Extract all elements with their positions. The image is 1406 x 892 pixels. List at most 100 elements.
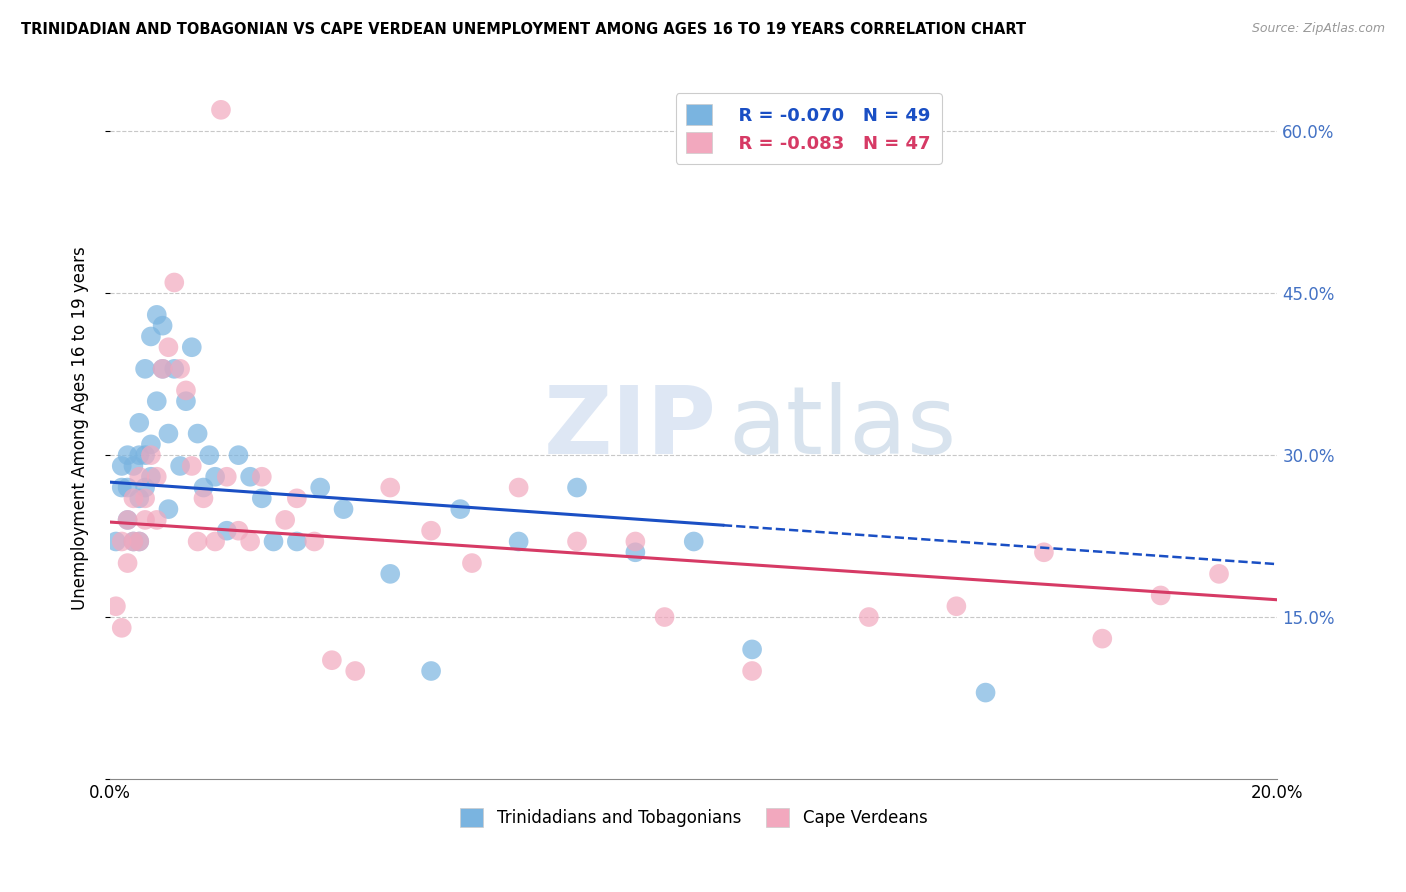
Point bbox=[180, 458, 202, 473]
Point bbox=[682, 534, 704, 549]
Point bbox=[250, 491, 273, 506]
Point bbox=[134, 513, 156, 527]
Point bbox=[565, 534, 588, 549]
Point bbox=[228, 524, 250, 538]
Point bbox=[344, 664, 367, 678]
Point bbox=[285, 534, 308, 549]
Point bbox=[157, 340, 180, 354]
Point bbox=[169, 361, 191, 376]
Point bbox=[974, 685, 997, 699]
Point bbox=[139, 448, 162, 462]
Point bbox=[420, 664, 443, 678]
Point bbox=[111, 458, 134, 473]
Point bbox=[250, 469, 273, 483]
Point bbox=[111, 621, 134, 635]
Point bbox=[163, 276, 186, 290]
Point bbox=[139, 329, 162, 343]
Point bbox=[157, 426, 180, 441]
Y-axis label: Unemployment Among Ages 16 to 19 years: Unemployment Among Ages 16 to 19 years bbox=[72, 246, 89, 610]
Point bbox=[122, 458, 145, 473]
Point bbox=[285, 491, 308, 506]
Point bbox=[193, 481, 215, 495]
Point bbox=[145, 394, 167, 409]
Point bbox=[1091, 632, 1114, 646]
Point bbox=[624, 545, 647, 559]
Point bbox=[104, 599, 127, 614]
Point bbox=[111, 534, 134, 549]
Point bbox=[128, 534, 150, 549]
Point bbox=[309, 481, 332, 495]
Point bbox=[128, 491, 150, 506]
Point bbox=[145, 308, 167, 322]
Point bbox=[198, 448, 221, 462]
Text: ZIP: ZIP bbox=[544, 382, 717, 475]
Point bbox=[654, 610, 676, 624]
Point bbox=[239, 469, 262, 483]
Point bbox=[508, 534, 530, 549]
Point bbox=[858, 610, 880, 624]
Point bbox=[152, 318, 174, 333]
Point bbox=[139, 437, 162, 451]
Point bbox=[128, 534, 150, 549]
Text: TRINIDADIAN AND TOBAGONIAN VS CAPE VERDEAN UNEMPLOYMENT AMONG AGES 16 TO 19 YEAR: TRINIDADIAN AND TOBAGONIAN VS CAPE VERDE… bbox=[21, 22, 1026, 37]
Point bbox=[117, 556, 139, 570]
Point bbox=[157, 502, 180, 516]
Point bbox=[1208, 566, 1230, 581]
Point bbox=[204, 469, 226, 483]
Point bbox=[624, 534, 647, 549]
Point bbox=[117, 481, 139, 495]
Point bbox=[209, 103, 232, 117]
Point bbox=[187, 426, 209, 441]
Point bbox=[263, 534, 285, 549]
Point bbox=[152, 361, 174, 376]
Point bbox=[228, 448, 250, 462]
Point bbox=[174, 384, 197, 398]
Point bbox=[152, 361, 174, 376]
Point bbox=[122, 534, 145, 549]
Point bbox=[461, 556, 484, 570]
Point bbox=[174, 394, 197, 409]
Point bbox=[741, 664, 763, 678]
Point bbox=[304, 534, 326, 549]
Point bbox=[128, 469, 150, 483]
Point bbox=[117, 448, 139, 462]
Point bbox=[274, 513, 297, 527]
Point bbox=[139, 469, 162, 483]
Text: atlas: atlas bbox=[728, 382, 957, 475]
Point bbox=[741, 642, 763, 657]
Point bbox=[134, 361, 156, 376]
Point bbox=[239, 534, 262, 549]
Point bbox=[169, 458, 191, 473]
Point bbox=[111, 481, 134, 495]
Text: Source: ZipAtlas.com: Source: ZipAtlas.com bbox=[1251, 22, 1385, 36]
Legend: Trinidadians and Tobagonians, Cape Verdeans: Trinidadians and Tobagonians, Cape Verde… bbox=[453, 801, 934, 834]
Point bbox=[122, 534, 145, 549]
Point bbox=[122, 491, 145, 506]
Point bbox=[117, 513, 139, 527]
Point bbox=[117, 513, 139, 527]
Point bbox=[187, 534, 209, 549]
Point bbox=[215, 524, 238, 538]
Point bbox=[420, 524, 443, 538]
Point bbox=[565, 481, 588, 495]
Point bbox=[193, 491, 215, 506]
Point bbox=[134, 448, 156, 462]
Point bbox=[128, 448, 150, 462]
Point bbox=[128, 416, 150, 430]
Point bbox=[145, 469, 167, 483]
Point bbox=[215, 469, 238, 483]
Point bbox=[380, 481, 402, 495]
Point bbox=[508, 481, 530, 495]
Point bbox=[380, 566, 402, 581]
Point bbox=[180, 340, 202, 354]
Point bbox=[449, 502, 471, 516]
Point bbox=[134, 481, 156, 495]
Point bbox=[104, 534, 127, 549]
Point bbox=[1032, 545, 1054, 559]
Point bbox=[332, 502, 354, 516]
Point bbox=[163, 361, 186, 376]
Point bbox=[945, 599, 967, 614]
Point bbox=[204, 534, 226, 549]
Point bbox=[134, 491, 156, 506]
Point bbox=[1150, 589, 1173, 603]
